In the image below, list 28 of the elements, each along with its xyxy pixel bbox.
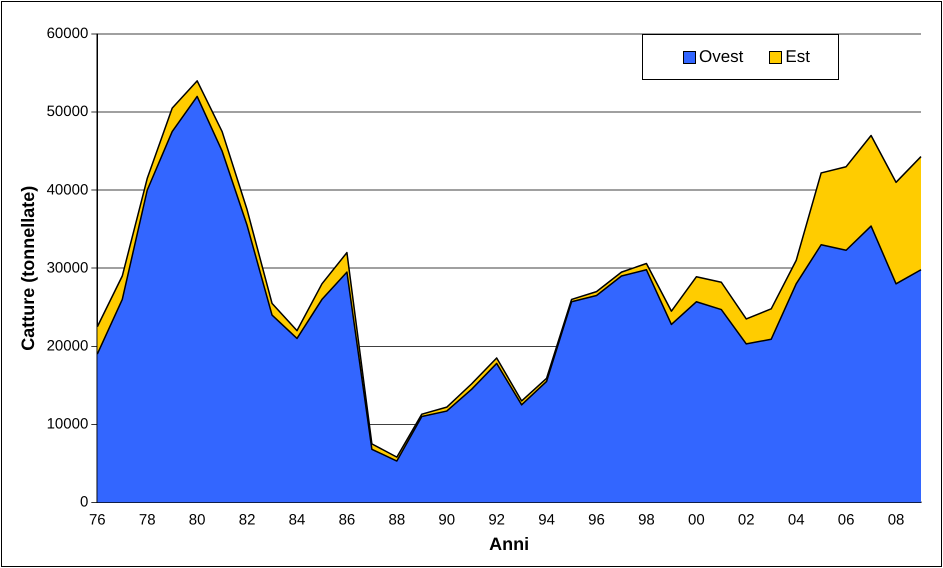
x-axis-title: Anni [489,534,530,554]
x-tick-label: 88 [388,512,406,529]
x-tick-label: 00 [688,512,705,529]
y-tick-label: 20000 [46,337,88,354]
x-tick-label: 06 [838,512,854,529]
x-tick-label: 76 [88,512,106,529]
legend-label: Est [785,47,810,67]
y-tick-label: 40000 [46,181,88,198]
y-tick-label: 30000 [46,259,88,276]
x-tick-label: 90 [438,512,456,529]
x-tick-label: 92 [488,512,506,529]
y-tick-label: 50000 [46,103,88,120]
legend-label: Ovest [699,47,744,67]
y-tick-label: 10000 [46,415,88,432]
y-tick-label: 60000 [46,25,88,42]
x-tick-label: 04 [788,512,805,529]
y-tick-label: 0 [80,494,88,511]
x-tick-label: 98 [638,512,655,529]
x-tick-label: 96 [588,512,605,529]
x-tick-label: 02 [738,512,755,529]
x-tick-label: 86 [338,512,356,529]
x-tick-label: 84 [288,512,306,529]
x-tick-label: 08 [888,512,904,529]
x-tick-label: 94 [538,512,555,529]
x-tick-label: 82 [238,512,256,529]
x-tick-label: 80 [188,512,206,529]
y-axis-title: Catture (tonnellate) [18,186,38,351]
x-tick-label: 78 [138,512,156,529]
